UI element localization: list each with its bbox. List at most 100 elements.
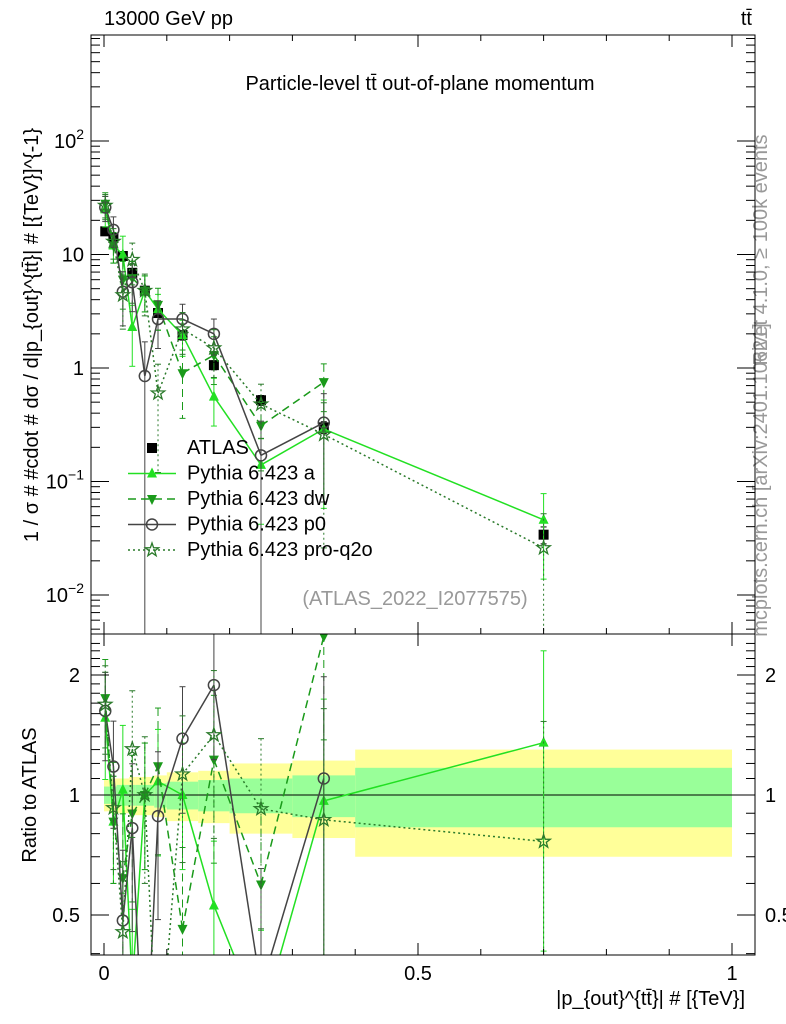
legend-marker-pythia-6-423-dw (147, 495, 157, 505)
legend-marker-pythia-6-423-pro-q2o (143, 540, 161, 558)
pythia-6-423-a-point (117, 248, 128, 259)
pythia-6-423-pro-q2o-line-segment (260, 808, 324, 821)
pythia-6-423-a-line-segment (323, 741, 544, 802)
pythia-6-423-a-point (127, 320, 138, 331)
pythia-6-423-p0-point (99, 201, 112, 214)
pythia-6-423-dw-line-segment (213, 759, 262, 885)
pythia-6-423-pro-q2o-line-segment (122, 748, 134, 932)
pythia-6-423-p0-line-segment (260, 421, 325, 457)
legend-marker-pythia-6-423-a (147, 467, 157, 478)
pythia-6-423-a-line-segment (181, 334, 215, 397)
pythia-6-423-p0-line-segment (181, 684, 215, 740)
pythia-6-423-pro-q2o-line-segment (182, 328, 215, 349)
legend-label-atlas: ATLAS (187, 437, 249, 459)
pythia-6-423-pro-q2o-line-segment (323, 433, 544, 549)
ratio-plot-area (91, 634, 755, 955)
pythia-6-423-pro-q2o-point (205, 725, 223, 743)
ratio-tick-label: 1 (765, 785, 776, 807)
pythia-6-423-p0-point (151, 312, 165, 326)
pythia-6-423-pro-q2o-point (114, 286, 132, 303)
pythia-6-423-pro-q2o-line-segment (104, 704, 115, 808)
x-axis-label: |p_{out}^{tt̄}| # [{TeV}] (556, 988, 745, 1010)
pythia-6-423-p0-line-segment (112, 229, 124, 292)
pythia-6-423-p0-line-segment (213, 684, 257, 955)
legend-label-pythia-6-423-p0: Pythia 6.423 p0 (187, 514, 326, 536)
pythia-6-423-a-point (208, 390, 219, 401)
legend-label-pythia-6-423-pro-q2o: Pythia 6.423 pro-q2o (187, 539, 373, 561)
pythia-6-423-p0-line-segment (131, 828, 139, 955)
pythia-6-423-dw-line-segment (260, 636, 325, 885)
pythia-6-423-pro-q2o-point (173, 320, 192, 337)
pythia-6-423-pro-q2o-line-segment (157, 328, 184, 394)
x-tick-label: 0 (98, 963, 109, 985)
pythia-6-423-dw-line-segment (182, 354, 215, 374)
pythia-6-423-a-line-segment (213, 905, 235, 955)
ratio-axis-label: Ratio to ATLAS (19, 727, 41, 862)
y-tick-label: 10−2 (46, 580, 84, 607)
pythia-6-423-pro-q2o-line-segment (112, 807, 124, 932)
pythia-6-423-a-line-segment (131, 290, 146, 328)
ratio-frame (90, 633, 756, 956)
x-tick-label: 1 (726, 963, 737, 985)
pythia-6-423-pro-q2o-point (315, 810, 333, 827)
pythia-6-423-p0-point (254, 449, 268, 462)
pythia-6-423-pro-q2o-point (205, 338, 223, 356)
pythia-6-423-p0-point (176, 732, 189, 745)
y-axis-label: 1 / σ # #cdot # dσ / d|p_{out}^{tt̄}| # … (21, 128, 43, 542)
pythia-6-423-p0-line-segment (144, 318, 159, 377)
pythia-6-423-pro-q2o-point (252, 395, 270, 412)
ratio-tick-label: 0.5 (765, 905, 786, 927)
mcplots-label: mcplots.cern.ch [arXiv:2401.10621] (750, 323, 772, 637)
pythia-6-423-p0-line-segment (213, 333, 262, 456)
chart-title: Particle-level tt̄ out-of-plane momentum (245, 73, 594, 95)
pythia-6-423-a-line-segment (213, 396, 262, 466)
pythia-6-423-a-point (208, 899, 219, 910)
pythia-6-423-pro-q2o-point (136, 786, 154, 803)
pythia-6-423-pro-q2o-line-segment (323, 819, 544, 843)
pythia-6-423-p0-line-segment (112, 766, 124, 921)
pythia-6-423-p0-point (107, 760, 120, 773)
pythia-6-423-dw-point (318, 378, 329, 389)
pythia-6-423-pro-q2o-line-segment (104, 205, 115, 242)
pythia-6-423-dw-point (177, 924, 188, 935)
pythia-6-423-dw-line-segment (213, 354, 262, 427)
pythia-6-423-pro-q2o-point (104, 798, 122, 816)
pythia-6-423-pro-q2o-point (252, 799, 270, 817)
pythia-6-423-a-line-segment (323, 428, 544, 521)
ratio-tick-label: 1 (69, 785, 80, 807)
pythia-6-423-a-line-segment (181, 794, 215, 906)
energy-label: 13000 GeV pp (104, 8, 233, 30)
pythia-6-423-p0-line-segment (150, 816, 159, 955)
y-tick-label: 102 (54, 126, 84, 153)
pythia-6-423-a-line-segment (279, 800, 325, 955)
pythia-6-423-pro-q2o-point (114, 922, 132, 940)
process-label: tt̄ (741, 8, 753, 30)
pythia-6-423-pro-q2o-line-segment (122, 259, 133, 296)
ratio-tick-label: 2 (765, 665, 776, 687)
legend-label-pythia-6-423-dw: Pythia 6.423 dw (187, 488, 330, 510)
y-tick-label: 10 (62, 245, 84, 267)
pythia-6-423-a-point (117, 783, 128, 794)
legend-marker-atlas (147, 443, 157, 453)
pythia-6-423-a-line-segment (157, 308, 184, 336)
analysis-label: (ATLAS_2022_I2077575) (302, 588, 527, 610)
pythia-6-423-pro-q2o-point (123, 250, 141, 268)
pythia-6-423-pro-q2o-line-segment (181, 734, 215, 775)
y-tick-label: 10−1 (46, 467, 84, 494)
pythia-6-423-dw-line-segment (181, 759, 215, 929)
pythia-6-423-pro-q2o-point (173, 765, 192, 782)
ratio-tick-label: 2 (69, 665, 80, 687)
pythia-6-423-pro-q2o-point (96, 695, 114, 712)
pythia-6-423-pro-q2o-point (136, 281, 154, 298)
pythia-6-423-pro-q2o-line-segment (260, 403, 325, 436)
pythia-6-423-dw-point (319, 634, 328, 643)
pythia-6-423-pro-q2o-line-segment (112, 241, 124, 296)
pythia-6-423-pro-q2o-point (534, 832, 553, 849)
pythia-6-423-a-line-segment (122, 789, 132, 955)
pythia-6-423-p0-line-segment (131, 282, 146, 377)
pythia-6-423-p0-point (126, 275, 139, 289)
pythia-6-423-p0-point (151, 809, 165, 823)
pythia-6-423-pro-q2o-line-segment (213, 347, 262, 405)
pythia-6-423-dw-point (177, 369, 188, 380)
